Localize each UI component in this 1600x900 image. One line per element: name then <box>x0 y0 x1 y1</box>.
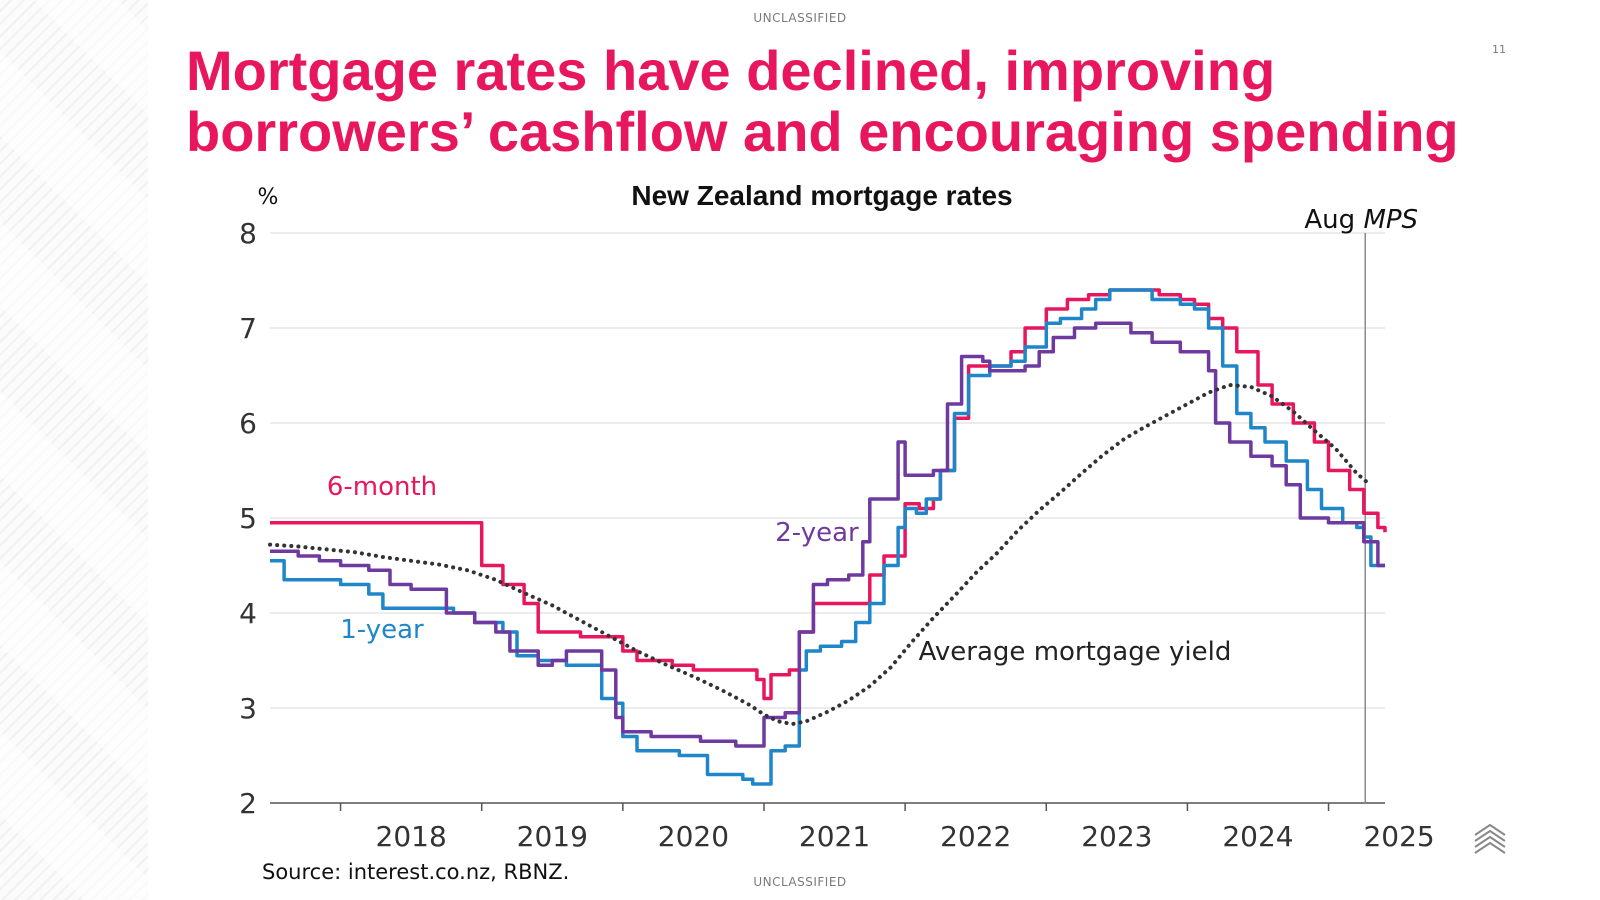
y-tick-label: 4 <box>239 597 257 630</box>
slide-title: Mortgage rates have declined, improving … <box>186 40 1516 162</box>
x-tick-label: 2020 <box>658 820 729 853</box>
classification-top: UNCLASSIFIED <box>753 11 847 25</box>
slide-title-line-1: Mortgage rates have declined, improving <box>186 39 1276 102</box>
y-tick-label: 6 <box>239 407 257 440</box>
x-tick-label: 2018 <box>376 820 447 853</box>
y-tick-label: 5 <box>239 502 257 535</box>
source-note: Source: interest.co.nz, RBNZ. <box>262 860 570 884</box>
y-tick-label: 7 <box>239 312 257 345</box>
chart-title: New Zealand mortgage rates <box>631 180 1012 211</box>
series-line-2-year <box>270 321 1385 748</box>
series-label-average-mortgage-yield: Average mortgage yield <box>919 637 1232 667</box>
x-tick-label: 2023 <box>1081 820 1152 853</box>
y-tick-label: 2 <box>239 787 257 820</box>
series-line-average-mortgage-yield <box>268 383 1369 727</box>
x-tick-label: 2025 <box>1363 820 1434 853</box>
side-decoration <box>0 0 148 900</box>
y-tick-label: 8 <box>239 217 257 250</box>
x-tick-label: 2024 <box>1222 820 1293 853</box>
series-label-1-year: 1-year <box>340 615 424 645</box>
classification-bottom: UNCLASSIFIED <box>753 875 847 889</box>
y-tick-label: 3 <box>239 692 257 725</box>
aug-mps-label: Aug MPS <box>1304 205 1418 235</box>
slide-title-line-2: borrowers’ cashflow and encouraging spen… <box>186 100 1459 163</box>
rbnz-logo-icon <box>1474 823 1506 854</box>
page-number: 11 <box>1492 43 1506 56</box>
series-label-2-year: 2-year <box>775 518 859 548</box>
y-axis-unit: % <box>258 185 279 210</box>
x-tick-label: 2019 <box>517 820 588 853</box>
series-label-6-month: 6-month <box>327 472 437 502</box>
x-tick-label: 2021 <box>799 820 870 853</box>
x-tick-label: 2022 <box>940 820 1011 853</box>
